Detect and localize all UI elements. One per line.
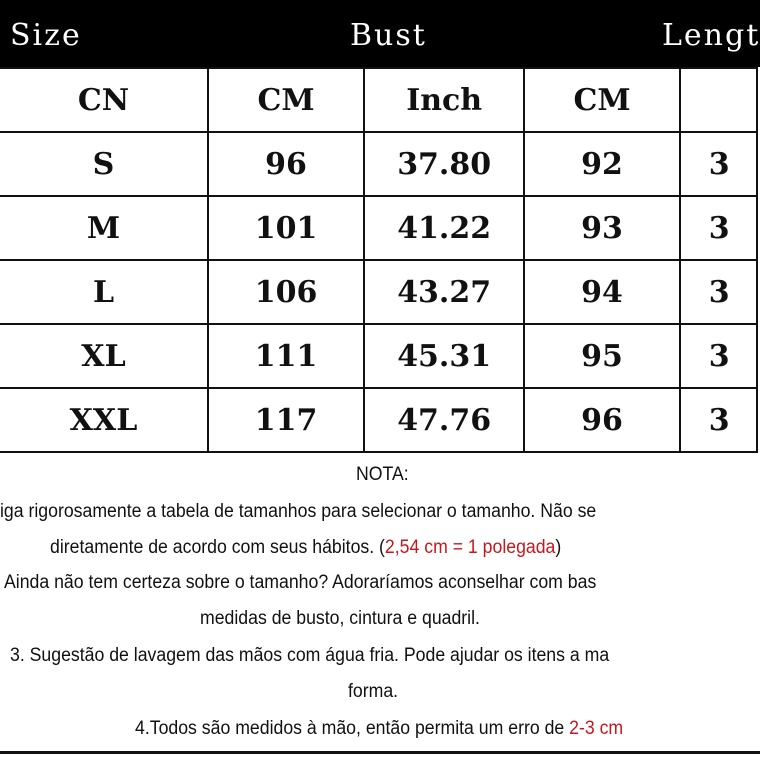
cell: 96 [523,387,681,453]
note-line: forma. [348,681,399,702]
header-bust: Bust [350,18,427,53]
table-row: M 101 41.22 93 3 [0,195,759,261]
table-row: S 96 37.80 92 3 [0,131,759,197]
cell: 37.80 [363,131,526,197]
cell: 3 [678,387,759,453]
table-row: XXL 117 47.76 96 3 [0,387,759,453]
cell: XL [0,323,209,389]
note-text: ) [555,537,562,558]
cell: CM [523,67,681,133]
cell: 101 [206,195,366,261]
cell: CM [206,67,366,133]
cell [678,67,759,133]
note-line: 3. Sugestão de lavagem das mãos com água… [10,645,610,666]
note-text: diretamente de acordo com seus hábitos. … [50,537,385,558]
cell: 92 [523,131,681,197]
note-line: Ainda não tem certeza sobre o tamanho? A… [4,572,597,593]
cell: 3 [678,131,759,197]
cell: 106 [206,259,366,325]
cell: L [0,259,209,325]
subheader-row: CN CM Inch CM [0,67,759,133]
cell: 3 [678,195,759,261]
header-size: Size [10,18,82,53]
cell: 93 [523,195,681,261]
note-text: 4.Todos são medidos à mão, então permita… [135,718,570,739]
table-row: XL 111 45.31 95 3 [0,323,759,389]
size-table: CN CM Inch CM S 96 37.80 92 3 M 101 41.22 93 3 L… [0,67,759,453]
table-header: Size Bust Lengt [0,0,760,67]
header-length: Lengt [662,18,760,53]
cell: 43.27 [363,259,526,325]
cell: 96 [206,131,366,197]
cell: 3 [678,259,759,325]
cell: 41.22 [363,195,526,261]
note-line: diretamente de acordo com seus hábitos. … [50,537,561,559]
note-line: 4.Todos são medidos à mão, então permita… [135,718,623,740]
cell: 3 [678,323,759,389]
error-margin: 2-3 cm [569,718,624,739]
note-line: medidas de busto, cintura e quadril. [200,608,480,629]
cell: Inch [363,67,526,133]
divider [0,751,760,754]
cell: 45.31 [363,323,526,389]
table-row: L 106 43.27 94 3 [0,259,759,325]
cell: 117 [206,387,366,453]
cell: XXL [0,387,209,453]
cell: S [0,131,209,197]
cell: M [0,195,209,261]
note-line: iga rigorosamente a tabela de tamanhos p… [0,501,597,522]
cell: 47.76 [363,387,526,453]
cell: 111 [206,323,366,389]
cell: 94 [523,259,681,325]
notes-title: NOTA: [356,464,409,485]
cell: 95 [523,323,681,389]
conversion-note: 2,54 cm = 1 polegada [384,537,556,558]
cell: CN [0,67,209,133]
